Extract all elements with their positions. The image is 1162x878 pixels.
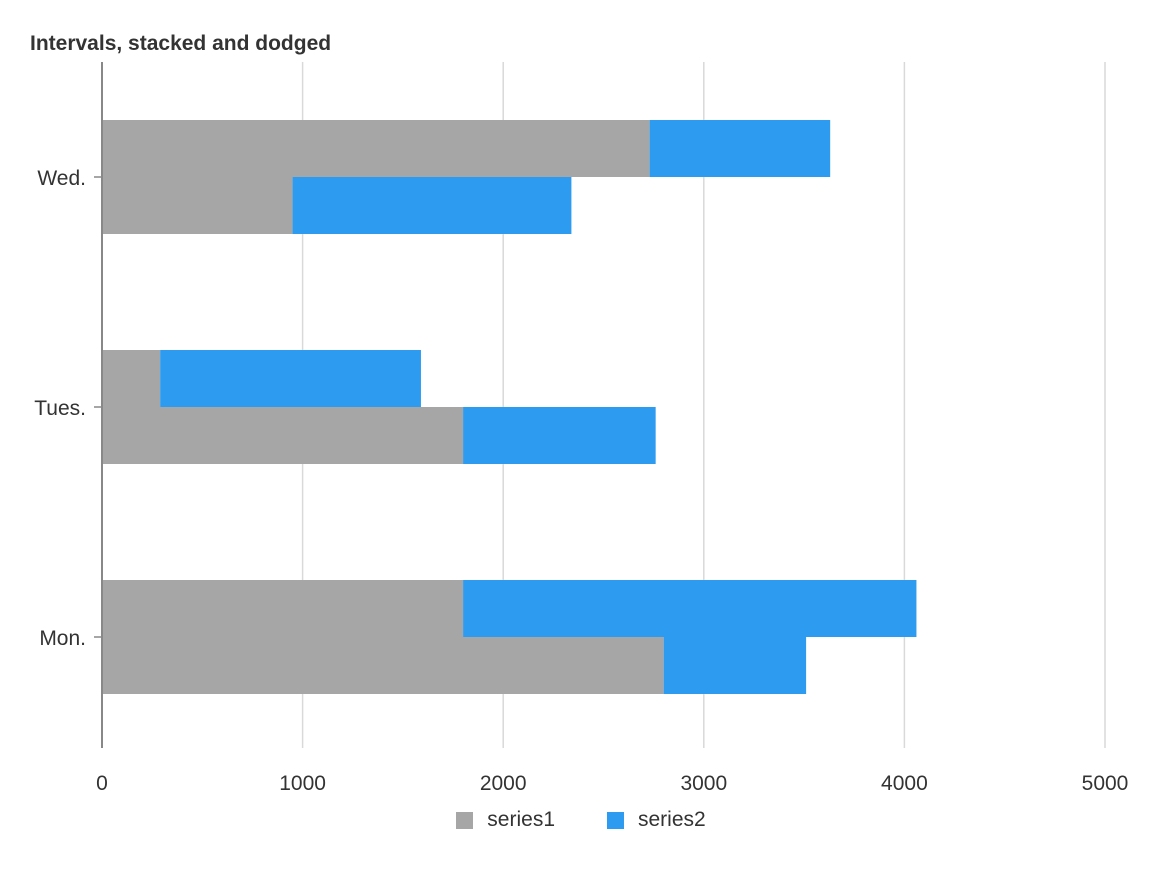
legend-item-series2[interactable]: series2	[607, 808, 706, 832]
x-tick-label: 1000	[279, 772, 326, 795]
y-tick-label: Mon.	[39, 627, 86, 650]
bar-series1	[102, 120, 650, 177]
bar-series1	[102, 637, 664, 694]
bar-series2	[663, 637, 807, 694]
bar-series2	[463, 580, 917, 637]
bar-series2	[463, 407, 656, 464]
bar-series2	[160, 350, 421, 407]
legend-swatch-series1	[456, 811, 474, 829]
y-tick-label: Wed.	[37, 167, 86, 190]
x-tick-label: 2000	[480, 772, 527, 795]
bar-series1	[102, 350, 161, 407]
bar-series1	[102, 177, 293, 234]
x-tick-label: 4000	[881, 772, 928, 795]
bar-series2	[292, 177, 572, 234]
y-tick-label: Tues.	[34, 397, 86, 420]
legend-label-series1: series1	[487, 808, 555, 831]
bar-series1	[102, 580, 464, 637]
legend-label-series2: series2	[638, 808, 706, 831]
chart-plot: 0 1000 2000 3000 4000 5000 Mon. Tues. Wed.	[34, 62, 1129, 795]
bar-series2	[649, 120, 831, 177]
legend-item-series1[interactable]: series1	[456, 808, 555, 832]
bar-series1	[102, 407, 464, 464]
legend-swatch-series2	[607, 811, 624, 829]
legend: series1 series2	[0, 808, 1162, 832]
chart-title: Intervals, stacked and dodged	[30, 32, 332, 55]
x-tick-label: 3000	[680, 772, 727, 795]
x-tick-label: 0	[96, 772, 108, 795]
x-tick-label: 5000	[1082, 772, 1129, 795]
